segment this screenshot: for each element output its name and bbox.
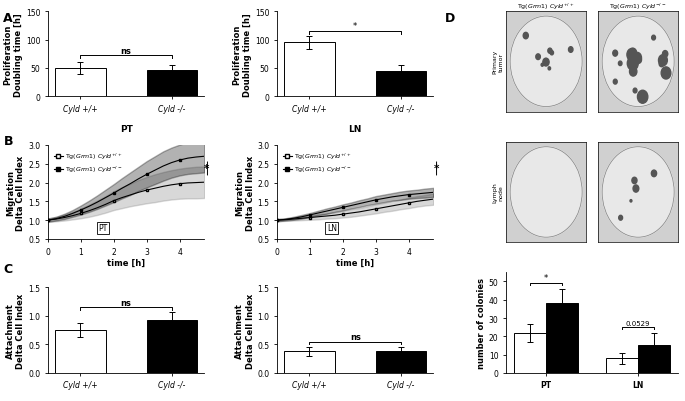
Y-axis label: Migration
Delta Cell Index: Migration Delta Cell Index [6, 155, 25, 230]
Y-axis label: Attachment
Delta Cell Index: Attachment Delta Cell Index [6, 293, 25, 368]
Circle shape [629, 49, 636, 59]
Circle shape [523, 33, 528, 40]
Y-axis label: Lymph
node: Lymph node [493, 182, 503, 203]
Circle shape [630, 200, 632, 203]
Y-axis label: Primary
tumor: Primary tumor [493, 50, 503, 74]
Bar [606, 358, 638, 373]
Circle shape [510, 17, 582, 107]
Circle shape [651, 36, 656, 41]
Circle shape [550, 51, 553, 56]
Circle shape [510, 148, 582, 237]
Y-axis label: Proliferation
Doubling time [h]: Proliferation Doubling time [h] [233, 13, 252, 96]
Bar [55, 330, 105, 373]
Circle shape [633, 185, 639, 192]
Bar [546, 304, 578, 373]
Text: ns: ns [350, 332, 361, 341]
Bar [284, 43, 334, 97]
Y-axis label: Migration
Delta Cell Index: Migration Delta Cell Index [235, 155, 255, 230]
Text: D: D [445, 12, 456, 25]
Bar [514, 333, 546, 373]
Circle shape [569, 48, 573, 53]
Circle shape [632, 64, 636, 69]
Circle shape [636, 57, 642, 64]
Text: *: * [544, 273, 548, 282]
Text: LN: LN [327, 224, 337, 233]
Legend: Tg($\it{Grm1}$) $\it{Cyld}^{+/+}$, Tg($\it{Grm1}$) $\it{Cyld}^{-/-}$: Tg($\it{Grm1}$) $\it{Cyld}^{+/+}$, Tg($\… [280, 149, 354, 177]
Circle shape [651, 171, 657, 177]
Title: Tg($\it{Grm1}$) $\it{Cyld}^{-/-}$: Tg($\it{Grm1}$) $\it{Cyld}^{-/-}$ [610, 2, 667, 12]
Bar [147, 71, 197, 97]
Bar [376, 351, 426, 373]
Circle shape [541, 64, 543, 67]
Text: PT: PT [98, 224, 108, 233]
Title: Tg($\it{Grm1}$) $\it{Cyld}^{+/+}$: Tg($\it{Grm1}$) $\it{Cyld}^{+/+}$ [517, 2, 575, 12]
Circle shape [613, 51, 618, 57]
Circle shape [631, 56, 638, 65]
Text: *: * [434, 164, 439, 174]
Circle shape [548, 68, 551, 71]
Circle shape [619, 216, 623, 221]
X-axis label: time [h]: time [h] [107, 259, 145, 268]
Circle shape [619, 62, 622, 67]
Text: *: * [353, 22, 358, 31]
Text: *: * [204, 164, 210, 174]
Circle shape [659, 62, 664, 68]
Bar [638, 346, 671, 373]
Text: A: A [3, 12, 13, 25]
Bar [376, 72, 426, 97]
Circle shape [633, 53, 641, 64]
Text: C: C [3, 263, 12, 275]
Circle shape [638, 91, 648, 104]
Circle shape [602, 17, 674, 107]
Circle shape [602, 148, 674, 237]
Circle shape [632, 178, 637, 184]
Circle shape [633, 89, 637, 94]
X-axis label: LN: LN [349, 125, 362, 134]
Bar [284, 351, 334, 373]
Y-axis label: Proliferation
Doubling time [h]: Proliferation Doubling time [h] [3, 13, 23, 96]
Text: 0.0529: 0.0529 [626, 320, 650, 326]
Circle shape [543, 59, 549, 67]
Circle shape [627, 57, 638, 71]
Circle shape [627, 49, 637, 62]
X-axis label: PT: PT [120, 125, 133, 134]
Text: ns: ns [121, 47, 132, 55]
Circle shape [548, 49, 552, 54]
Circle shape [630, 68, 637, 77]
Text: B: B [3, 134, 13, 147]
Circle shape [658, 55, 667, 67]
Legend: Tg($\it{Grm1}$) $\it{Cyld}^{+/+}$, Tg($\it{Grm1}$) $\it{Cyld}^{-/-}$: Tg($\it{Grm1}$) $\it{Cyld}^{+/+}$, Tg($\… [51, 149, 125, 177]
Y-axis label: Attachment
Delta Cell Index: Attachment Delta Cell Index [235, 293, 255, 368]
Circle shape [662, 51, 668, 58]
Text: ns: ns [121, 298, 132, 307]
Circle shape [661, 68, 671, 80]
X-axis label: time [h]: time [h] [336, 259, 374, 268]
Y-axis label: number of colonies: number of colonies [477, 277, 486, 368]
Bar [147, 321, 197, 373]
Circle shape [536, 55, 540, 61]
Bar [55, 69, 105, 97]
Circle shape [613, 80, 617, 85]
